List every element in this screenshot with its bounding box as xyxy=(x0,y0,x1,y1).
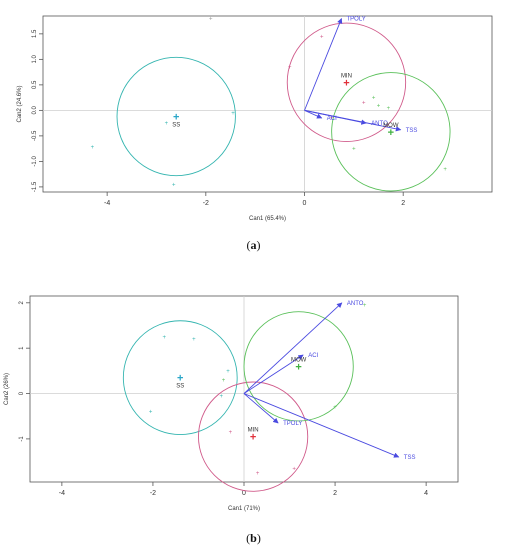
vector-label: TPOLY xyxy=(283,421,302,427)
group-label: MIN xyxy=(248,428,259,434)
vector-tpoly xyxy=(243,393,279,424)
y-tick-label: 1 xyxy=(19,346,25,350)
confidence-circle-ss xyxy=(122,320,238,436)
plot-frame xyxy=(42,15,493,193)
y-tick-label: -0.5 xyxy=(32,130,38,141)
data-point: + xyxy=(377,103,381,109)
data-point: + xyxy=(226,369,230,375)
data-point: + xyxy=(219,394,223,400)
confidence-circle-mow xyxy=(331,72,451,192)
data-point: + xyxy=(91,145,95,151)
vector-tss xyxy=(304,109,402,132)
vector-label: ANTO xyxy=(347,301,364,307)
confidence-circle-min xyxy=(286,22,407,142)
group-label: MIN xyxy=(341,73,352,79)
data-point: + xyxy=(443,167,447,173)
x-tick-label: 4 xyxy=(424,490,428,497)
x-axis-label: Can1 (65.4%) xyxy=(249,216,286,222)
data-point: + xyxy=(149,410,153,416)
vector-label: TSS xyxy=(406,128,418,134)
data-point: + xyxy=(330,116,334,122)
data-point: + xyxy=(222,378,226,384)
chart-panel-a: -4 -2 0 2 -1.5 -1.0 -0.5 0.0 0.5 1.0 1.5 Can1 (65.4… xyxy=(17,15,493,252)
x-tick-label: -2 xyxy=(150,490,156,497)
x-tick-label: -4 xyxy=(59,490,65,497)
vector-anto xyxy=(243,302,343,394)
centroid-min: + xyxy=(343,77,349,89)
vector-label: ACI xyxy=(308,353,318,359)
y-tick-label: 0.5 xyxy=(32,80,38,89)
caption-a: (a) xyxy=(246,238,261,252)
y-tick-label: -1.5 xyxy=(32,181,38,192)
centroid-min: + xyxy=(250,432,256,444)
data-point: + xyxy=(362,101,366,107)
data-point: + xyxy=(229,430,233,436)
y-axis-label: Can2 (26%) xyxy=(4,373,10,405)
vector-aci xyxy=(243,354,304,394)
confidence-circle-mow xyxy=(243,311,354,422)
vector-label: TSS xyxy=(404,455,416,461)
x-tick-label: -4 xyxy=(104,200,110,207)
data-point: + xyxy=(352,147,356,153)
y-tick-label: 0.0 xyxy=(32,106,38,115)
y-tick-label: 0 xyxy=(19,391,25,395)
data-point: + xyxy=(256,471,260,477)
group-label: MOW xyxy=(291,357,307,363)
y-tick-label: -1.0 xyxy=(32,156,38,167)
x-axis-label: Can1 (71%) xyxy=(228,506,260,512)
vector-aci xyxy=(304,109,323,119)
data-point: + xyxy=(333,405,337,411)
y-tick-label: -1 xyxy=(19,436,25,442)
data-point: + xyxy=(288,65,292,71)
caption-b: (b) xyxy=(246,531,261,545)
x-tick-label: 0 xyxy=(303,200,307,207)
data-point: + xyxy=(372,96,376,102)
data-point: + xyxy=(172,182,176,188)
y-axis-label: Can2 (24.6%) xyxy=(17,85,23,122)
data-point: + xyxy=(231,111,235,117)
data-point: + xyxy=(209,17,213,23)
confidence-circle-ss xyxy=(116,56,236,177)
data-point: + xyxy=(320,34,324,40)
y-tick-label: 2 xyxy=(19,300,25,304)
data-point: + xyxy=(163,335,167,341)
data-point: + xyxy=(363,303,367,309)
vector-tpoly xyxy=(304,18,343,111)
x-tick-label: 2 xyxy=(333,490,337,497)
vector-label: TPOLY xyxy=(347,17,366,23)
chart-panel-b: -4 -2 0 2 4 -1 0 1 2 Can1 (71%) Can2 (26%) + + + + + + + +… xyxy=(0,275,507,550)
group-label: MOW xyxy=(383,123,399,129)
group-label: SS xyxy=(172,122,180,128)
canonical-plot-a: -4 -2 0 2 -1.5 -1.0 -0.5 0.0 0.5 1.0 1.5 Can1 (65.4… xyxy=(17,15,493,222)
vector-tss xyxy=(243,393,400,458)
y-tick-label: 1.5 xyxy=(32,29,38,38)
centroid-mow: + xyxy=(295,361,301,373)
centroid-mow: + xyxy=(388,127,394,139)
vector-label: ANTO xyxy=(371,121,388,127)
x-tick-label: 0 xyxy=(242,490,246,497)
data-point: + xyxy=(387,106,391,112)
data-point: + xyxy=(292,466,296,472)
data-point: + xyxy=(165,121,169,127)
centroid-ss: + xyxy=(173,111,179,123)
x-tick-label: 2 xyxy=(401,200,405,207)
confidence-circle-min xyxy=(198,381,309,492)
data-point: + xyxy=(192,337,196,343)
centroid-ss: + xyxy=(177,373,183,385)
group-label: SS xyxy=(176,384,184,390)
y-tick-label: 1.0 xyxy=(32,55,38,64)
x-tick-label: -2 xyxy=(203,200,209,207)
vector-label: ACI xyxy=(327,116,337,122)
